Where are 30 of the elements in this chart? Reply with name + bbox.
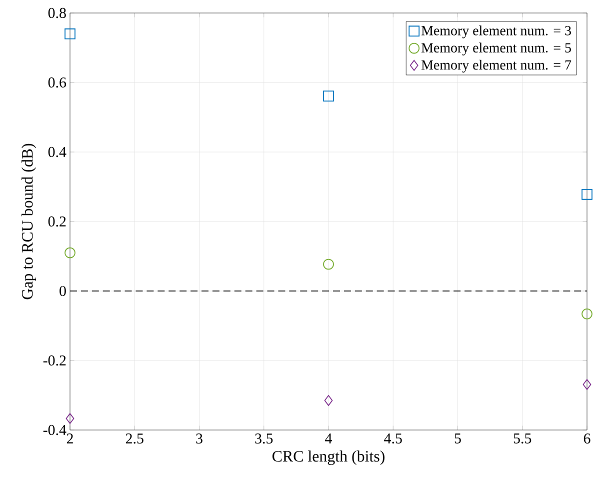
- point: [323, 258, 334, 270]
- x-tick-label: 2.5: [126, 434, 144, 444]
- point: [582, 308, 592, 320]
- point: [66, 413, 74, 424]
- point: [582, 188, 592, 200]
- x-axis-title: CRC length (bits): [272, 450, 384, 465]
- x-tick-label: 2: [66, 434, 73, 444]
- x-tick-label: 4: [325, 434, 332, 444]
- y-tick-label: 0.4: [48, 146, 66, 158]
- x-tick-label: 4.5: [384, 434, 402, 444]
- y-tick-label: 0: [60, 286, 66, 296]
- y-tick-label: 0.6: [48, 77, 66, 88]
- y-tick-label: 0.8: [48, 8, 66, 18]
- point: [64, 247, 76, 258]
- x-tick-label: 3.5: [255, 434, 273, 444]
- point: [582, 379, 592, 390]
- y-tick-label: -0.4: [43, 424, 66, 436]
- x-tick-label: 5.5: [514, 434, 532, 444]
- x-tick-label: 5: [454, 434, 461, 444]
- x-tick-label: 3: [196, 434, 202, 444]
- point: [324, 395, 333, 406]
- legend-label: Memory element num. = 3: [421, 26, 571, 38]
- legend-label: Memory element num. = 5: [421, 42, 571, 56]
- point: [64, 28, 76, 40]
- y-tick-label: 0.2: [48, 216, 66, 227]
- y-axis-title: Gap to RCU bound (dB): [22, 144, 36, 300]
- x-tick-label: 6: [584, 434, 590, 444]
- legend-label: Memory element num. = 7: [421, 60, 572, 73]
- point: [323, 90, 334, 102]
- y-tick-label: -0.2: [43, 355, 66, 366]
